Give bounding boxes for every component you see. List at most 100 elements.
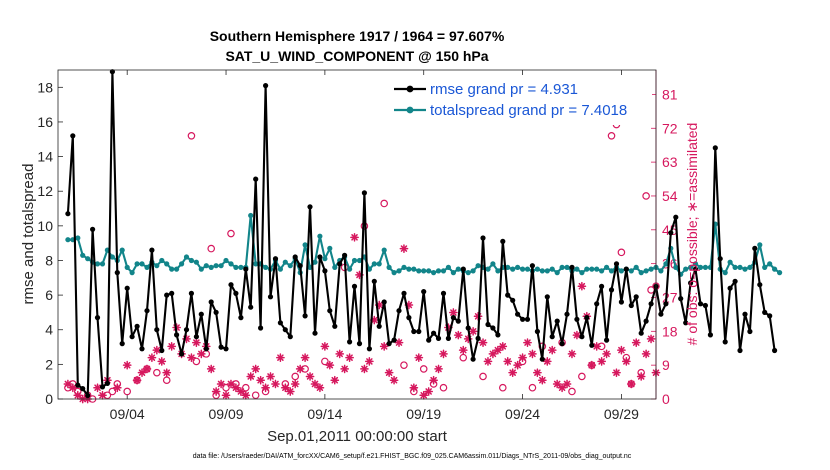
spread-point — [228, 261, 234, 267]
spread-point — [317, 233, 323, 239]
chart-subtitle: SAT_U_WIND_COMPONENT @ 150 hPa — [225, 48, 488, 64]
obs-assimilated-point — [533, 368, 542, 378]
spread-point — [505, 264, 511, 270]
obs-assimilated-point — [572, 330, 582, 340]
obs-possible-point — [321, 357, 329, 366]
rmse-point — [297, 263, 303, 269]
obs-possible-point — [153, 368, 161, 377]
rmse-point — [589, 342, 595, 348]
rmse-point — [65, 211, 71, 217]
obs-assimilated-point — [192, 338, 201, 347]
spread-point — [327, 245, 333, 251]
x-tick-label: 09/19 — [406, 406, 441, 422]
rmse-point — [470, 356, 476, 362]
rmse-point — [272, 256, 279, 262]
rmse-point — [282, 327, 288, 333]
spread-point — [435, 268, 442, 274]
spread-point — [391, 270, 397, 276]
rmse-point — [90, 226, 96, 232]
rmse-point — [238, 315, 244, 321]
obs-assimilated-point — [424, 387, 434, 396]
spread-point — [396, 268, 402, 274]
obs-assimilated-point — [147, 353, 157, 362]
rmse-point — [347, 339, 353, 345]
rmse-point — [520, 316, 526, 322]
rmse-point — [174, 332, 180, 338]
rmse-point — [594, 301, 600, 307]
rmse-point — [717, 256, 723, 262]
spread-point — [164, 261, 170, 267]
obs-assimilated-point — [602, 349, 611, 359]
rmse-point — [455, 318, 461, 324]
rmse-point — [480, 235, 486, 241]
spread-point — [618, 268, 625, 274]
rmse-point — [342, 252, 348, 258]
spread-point — [213, 263, 219, 269]
rmse-point — [539, 356, 545, 362]
obs-assimilated-point — [498, 342, 508, 351]
obs-assimilated-point — [439, 349, 448, 359]
obs-possible-point — [439, 383, 448, 392]
rmse-point — [253, 176, 259, 182]
spread-point — [683, 266, 689, 272]
y-tick-label: 14 — [37, 149, 53, 165]
rmse-point — [460, 266, 466, 272]
spread-point — [109, 254, 115, 260]
y2-tick-label: 54 — [662, 188, 678, 204]
spread-point — [475, 263, 481, 269]
spread-point — [119, 247, 125, 253]
spread-point — [727, 259, 733, 265]
obs-assimilated-point — [612, 368, 621, 378]
rmse-point — [124, 285, 130, 291]
rmse-point — [356, 341, 363, 347]
rmse-point — [129, 334, 135, 340]
rmse-point — [85, 392, 91, 399]
series-layer — [65, 69, 783, 399]
obs-assimilated-point — [276, 353, 285, 362]
obs-assimilated-point — [552, 379, 562, 389]
obs-assimilated-point — [300, 353, 310, 362]
obs-assimilated-point — [335, 349, 345, 359]
rmse-point — [529, 263, 536, 269]
spread-point — [742, 266, 748, 272]
obs-assimilated-point — [389, 375, 399, 385]
spread-point — [762, 264, 768, 270]
obs-assimilated-point — [592, 342, 602, 351]
obs-assimilated-point — [478, 338, 488, 347]
rmse-point — [559, 341, 565, 347]
rmse-point — [628, 302, 634, 309]
y2-tick-label: 18 — [662, 323, 678, 339]
obs-assimilated-point — [261, 383, 270, 393]
spread-point — [406, 266, 412, 272]
rmse-point — [608, 287, 615, 293]
spread-point — [594, 266, 600, 272]
rmse-point — [258, 325, 264, 331]
rmse-point — [579, 334, 585, 340]
spread-point — [302, 242, 308, 248]
rmse-point — [742, 311, 748, 317]
axes-layer: 09/04 09/09 09/14 09/19 09/24 09/290246810121… — [37, 70, 678, 422]
rmse-point — [243, 266, 249, 272]
y2-tick-label: 72 — [662, 120, 678, 136]
spread-point — [193, 259, 199, 265]
obs-assimilated-point — [196, 349, 206, 359]
spread-point — [169, 266, 175, 272]
spread-point — [515, 264, 521, 270]
x-tick-label: 09/14 — [307, 406, 342, 422]
rmse-line — [66, 70, 776, 397]
rmse-point — [485, 321, 491, 328]
rmse-point — [663, 301, 669, 307]
spread-point — [534, 266, 541, 272]
rmse-point — [435, 335, 442, 341]
rmse-point — [658, 311, 664, 317]
spread-point — [520, 266, 526, 272]
rmse-point — [490, 325, 496, 331]
obs-assimilated-point — [458, 345, 468, 355]
rmse-point — [386, 341, 392, 347]
rmse-point — [712, 145, 718, 151]
legend-box — [388, 75, 652, 125]
spread-point — [401, 264, 407, 270]
rmse-point — [445, 335, 451, 341]
spread-point — [688, 264, 694, 270]
obs-assimilated-point — [162, 368, 172, 378]
